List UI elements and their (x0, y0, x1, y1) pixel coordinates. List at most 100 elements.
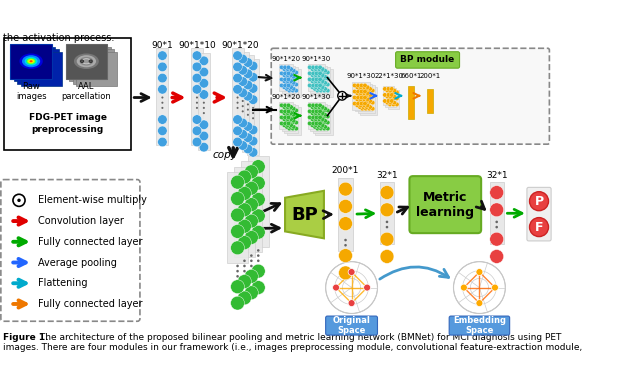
Text: FDG-PET image
preprocessing: FDG-PET image preprocessing (29, 113, 107, 134)
Circle shape (247, 109, 249, 111)
Circle shape (388, 89, 393, 93)
Circle shape (323, 107, 328, 111)
Circle shape (282, 67, 286, 71)
Circle shape (233, 126, 243, 136)
Circle shape (280, 71, 284, 76)
Circle shape (282, 79, 286, 83)
Circle shape (358, 105, 362, 109)
Circle shape (339, 217, 353, 230)
Text: Fully connected layer: Fully connected layer (38, 237, 143, 247)
Circle shape (319, 74, 324, 79)
Text: 200*1: 200*1 (420, 73, 441, 80)
Circle shape (363, 83, 367, 87)
Circle shape (326, 82, 330, 87)
Text: 22*1*30: 22*1*30 (374, 73, 403, 80)
FancyBboxPatch shape (396, 52, 460, 68)
Bar (307, 102, 324, 129)
Circle shape (460, 284, 467, 291)
Bar (316, 107, 333, 135)
Circle shape (322, 120, 326, 125)
Bar (232, 48, 244, 145)
Circle shape (282, 123, 286, 127)
Circle shape (238, 77, 248, 86)
Circle shape (316, 107, 321, 111)
Circle shape (307, 103, 312, 107)
Circle shape (338, 91, 346, 100)
Text: 90*1*20: 90*1*20 (271, 56, 301, 62)
Circle shape (353, 95, 356, 100)
Circle shape (285, 73, 290, 77)
Circle shape (248, 125, 258, 135)
Bar (66, 44, 107, 78)
Circle shape (291, 114, 295, 119)
Circle shape (368, 93, 372, 97)
Circle shape (292, 74, 296, 79)
Circle shape (192, 137, 202, 147)
Circle shape (358, 87, 362, 91)
Circle shape (289, 123, 293, 127)
Circle shape (287, 82, 292, 87)
Circle shape (242, 105, 244, 107)
Circle shape (383, 99, 387, 103)
Text: Flattening: Flattening (38, 278, 88, 288)
Circle shape (294, 108, 298, 113)
Circle shape (318, 83, 322, 87)
Circle shape (361, 87, 365, 91)
Circle shape (230, 296, 244, 310)
Bar (10, 44, 52, 78)
Circle shape (233, 85, 243, 94)
Circle shape (314, 73, 318, 77)
Circle shape (287, 120, 292, 125)
Bar (17, 49, 59, 84)
Circle shape (365, 93, 369, 97)
Circle shape (311, 121, 316, 125)
Circle shape (363, 95, 367, 100)
Circle shape (318, 121, 322, 125)
Circle shape (314, 77, 319, 82)
Bar (355, 84, 372, 111)
Circle shape (285, 107, 289, 111)
Circle shape (199, 78, 209, 88)
Circle shape (233, 62, 243, 72)
Circle shape (242, 110, 244, 113)
Circle shape (230, 280, 244, 294)
Circle shape (319, 87, 324, 91)
Bar (313, 67, 330, 95)
Circle shape (391, 96, 396, 101)
Circle shape (388, 102, 392, 107)
Circle shape (360, 101, 365, 105)
Circle shape (310, 105, 314, 109)
Circle shape (316, 74, 321, 79)
Circle shape (285, 74, 289, 79)
Circle shape (356, 83, 360, 87)
Ellipse shape (74, 53, 99, 69)
Text: Metric
learning: Metric learning (416, 191, 474, 219)
Circle shape (294, 114, 298, 119)
Circle shape (280, 65, 284, 69)
Bar (388, 90, 399, 109)
Circle shape (286, 77, 291, 82)
Circle shape (285, 67, 290, 71)
Circle shape (237, 187, 252, 200)
Circle shape (388, 101, 393, 105)
Bar (198, 53, 210, 150)
Circle shape (313, 125, 317, 129)
Circle shape (244, 165, 259, 179)
Circle shape (285, 105, 290, 109)
Circle shape (286, 109, 291, 114)
Ellipse shape (24, 57, 38, 65)
Circle shape (292, 87, 296, 91)
Bar (358, 85, 375, 113)
Circle shape (383, 87, 387, 91)
Circle shape (358, 85, 363, 89)
Ellipse shape (80, 60, 84, 63)
Circle shape (157, 51, 167, 60)
Circle shape (292, 81, 296, 85)
Circle shape (395, 102, 399, 107)
Circle shape (291, 76, 295, 81)
Text: Figure 1.: Figure 1. (3, 333, 48, 342)
Circle shape (318, 77, 322, 82)
Circle shape (317, 105, 321, 109)
Circle shape (248, 95, 258, 104)
Circle shape (237, 203, 252, 217)
